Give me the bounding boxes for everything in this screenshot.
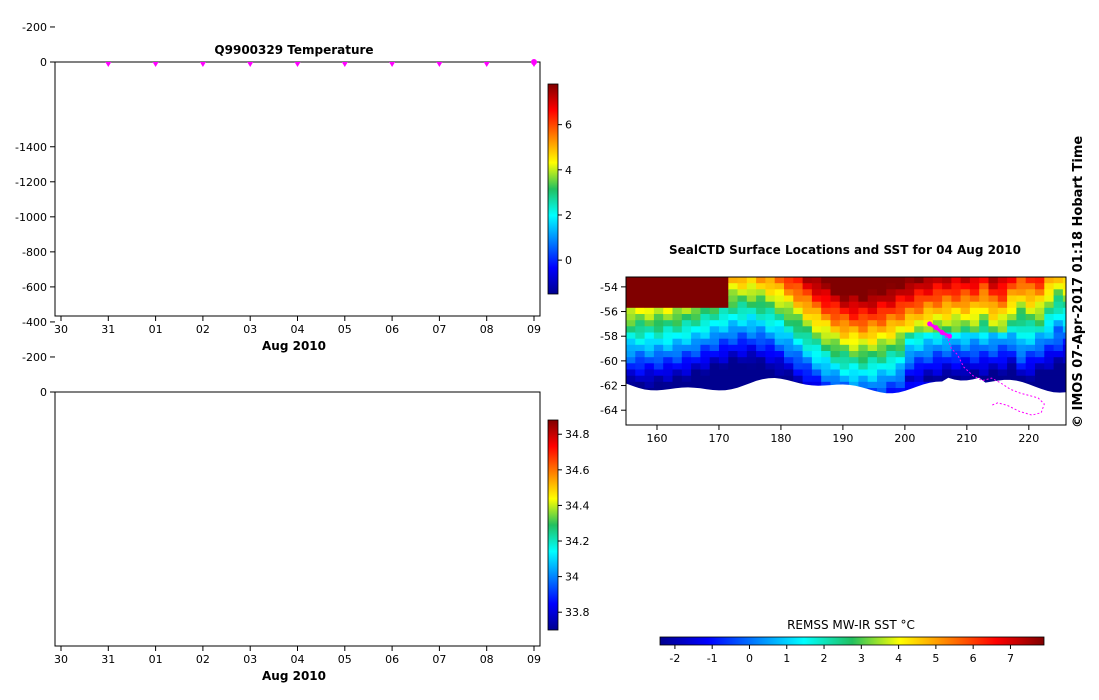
temperature-colorbar-ticks: 0 2 4 6 <box>558 119 572 267</box>
y-tick-label: -1000 <box>15 211 47 224</box>
x-tick-label: 04 <box>291 323 305 336</box>
temperature-chart-title: Q9900329 Temperature <box>214 43 373 57</box>
surface-marker <box>247 62 254 67</box>
surface-marker <box>483 62 490 67</box>
salinity-y-axis: 0 -200 -400 -600 -800 -1000 -1200 -1400 <box>15 141 55 399</box>
temperature-x-axis: 30 31 01 02 03 04 05 06 07 08 09 <box>54 316 541 336</box>
colorbar-tick-label: 2 <box>565 209 572 222</box>
y-tick-label: -200 <box>22 21 47 34</box>
y-tick-label: -200 <box>22 351 47 364</box>
y-tick-label: -600 <box>22 281 47 294</box>
colorbar-tick-label: 0 <box>565 254 572 267</box>
salinity-section-chart: 0 -200 -400 -600 -800 -1000 -1200 -1400 30 31 01 0… <box>15 141 589 683</box>
temperature-x-label: Aug 2010 <box>262 339 326 353</box>
x-tick-label: 03 <box>243 323 257 336</box>
x-tick-label: 30 <box>54 653 68 666</box>
x-tick-label: 05 <box>338 653 352 666</box>
x-tick-label: 01 <box>149 653 163 666</box>
x-tick-label: 06 <box>385 323 399 336</box>
salinity-plot-frame <box>54 391 541 647</box>
x-tick-label: 05 <box>338 323 352 336</box>
x-tick-label: 31 <box>101 323 115 336</box>
temperature-section-chart: Q9900329 Temperature 0-200-400-600-800-1… <box>22 21 572 353</box>
surface-marker <box>436 62 443 67</box>
surface-marker <box>294 62 301 67</box>
y-tick-label: 0 <box>40 386 47 399</box>
salinity-x-axis: 30 31 01 02 03 04 05 06 07 08 09 <box>54 646 541 666</box>
y-tick-label: -400 <box>22 316 47 329</box>
surface-marker-last <box>531 59 537 65</box>
x-tick-label: 07 <box>432 653 446 666</box>
x-tick-label: 07 <box>432 323 446 336</box>
surface-marker <box>105 62 112 67</box>
surface-marker <box>199 62 206 67</box>
x-tick-label: 03 <box>243 653 257 666</box>
x-tick-label: 31 <box>101 653 115 666</box>
colorbar-tick-label: 6 <box>565 119 572 132</box>
y-tick-label: -800 <box>22 246 47 259</box>
temperature-y-axis: 0-200-400-600-800-1000-1200-1400 <box>22 21 55 69</box>
x-tick-label: 08 <box>480 323 494 336</box>
y-tick-label: 0 <box>40 56 47 69</box>
x-tick-label: 30 <box>54 323 68 336</box>
surface-marker <box>152 62 159 67</box>
x-tick-label: 06 <box>385 653 399 666</box>
x-tick-label: 02 <box>196 323 210 336</box>
x-tick-label: 09 <box>527 323 541 336</box>
x-tick-label: 01 <box>149 323 163 336</box>
colorbar-tick-label: 4 <box>565 164 572 177</box>
x-tick-label: 04 <box>291 653 305 666</box>
y-tick-label: -1200 <box>15 176 47 189</box>
temperature-surface-markers <box>105 59 537 67</box>
y-tick-label: -1400 <box>15 141 47 154</box>
surface-marker <box>389 62 396 67</box>
x-tick-label: 02 <box>196 653 210 666</box>
surface-marker <box>341 62 348 67</box>
temperature-plot-frame <box>54 61 541 317</box>
temperature-colorbar <box>547 83 559 295</box>
